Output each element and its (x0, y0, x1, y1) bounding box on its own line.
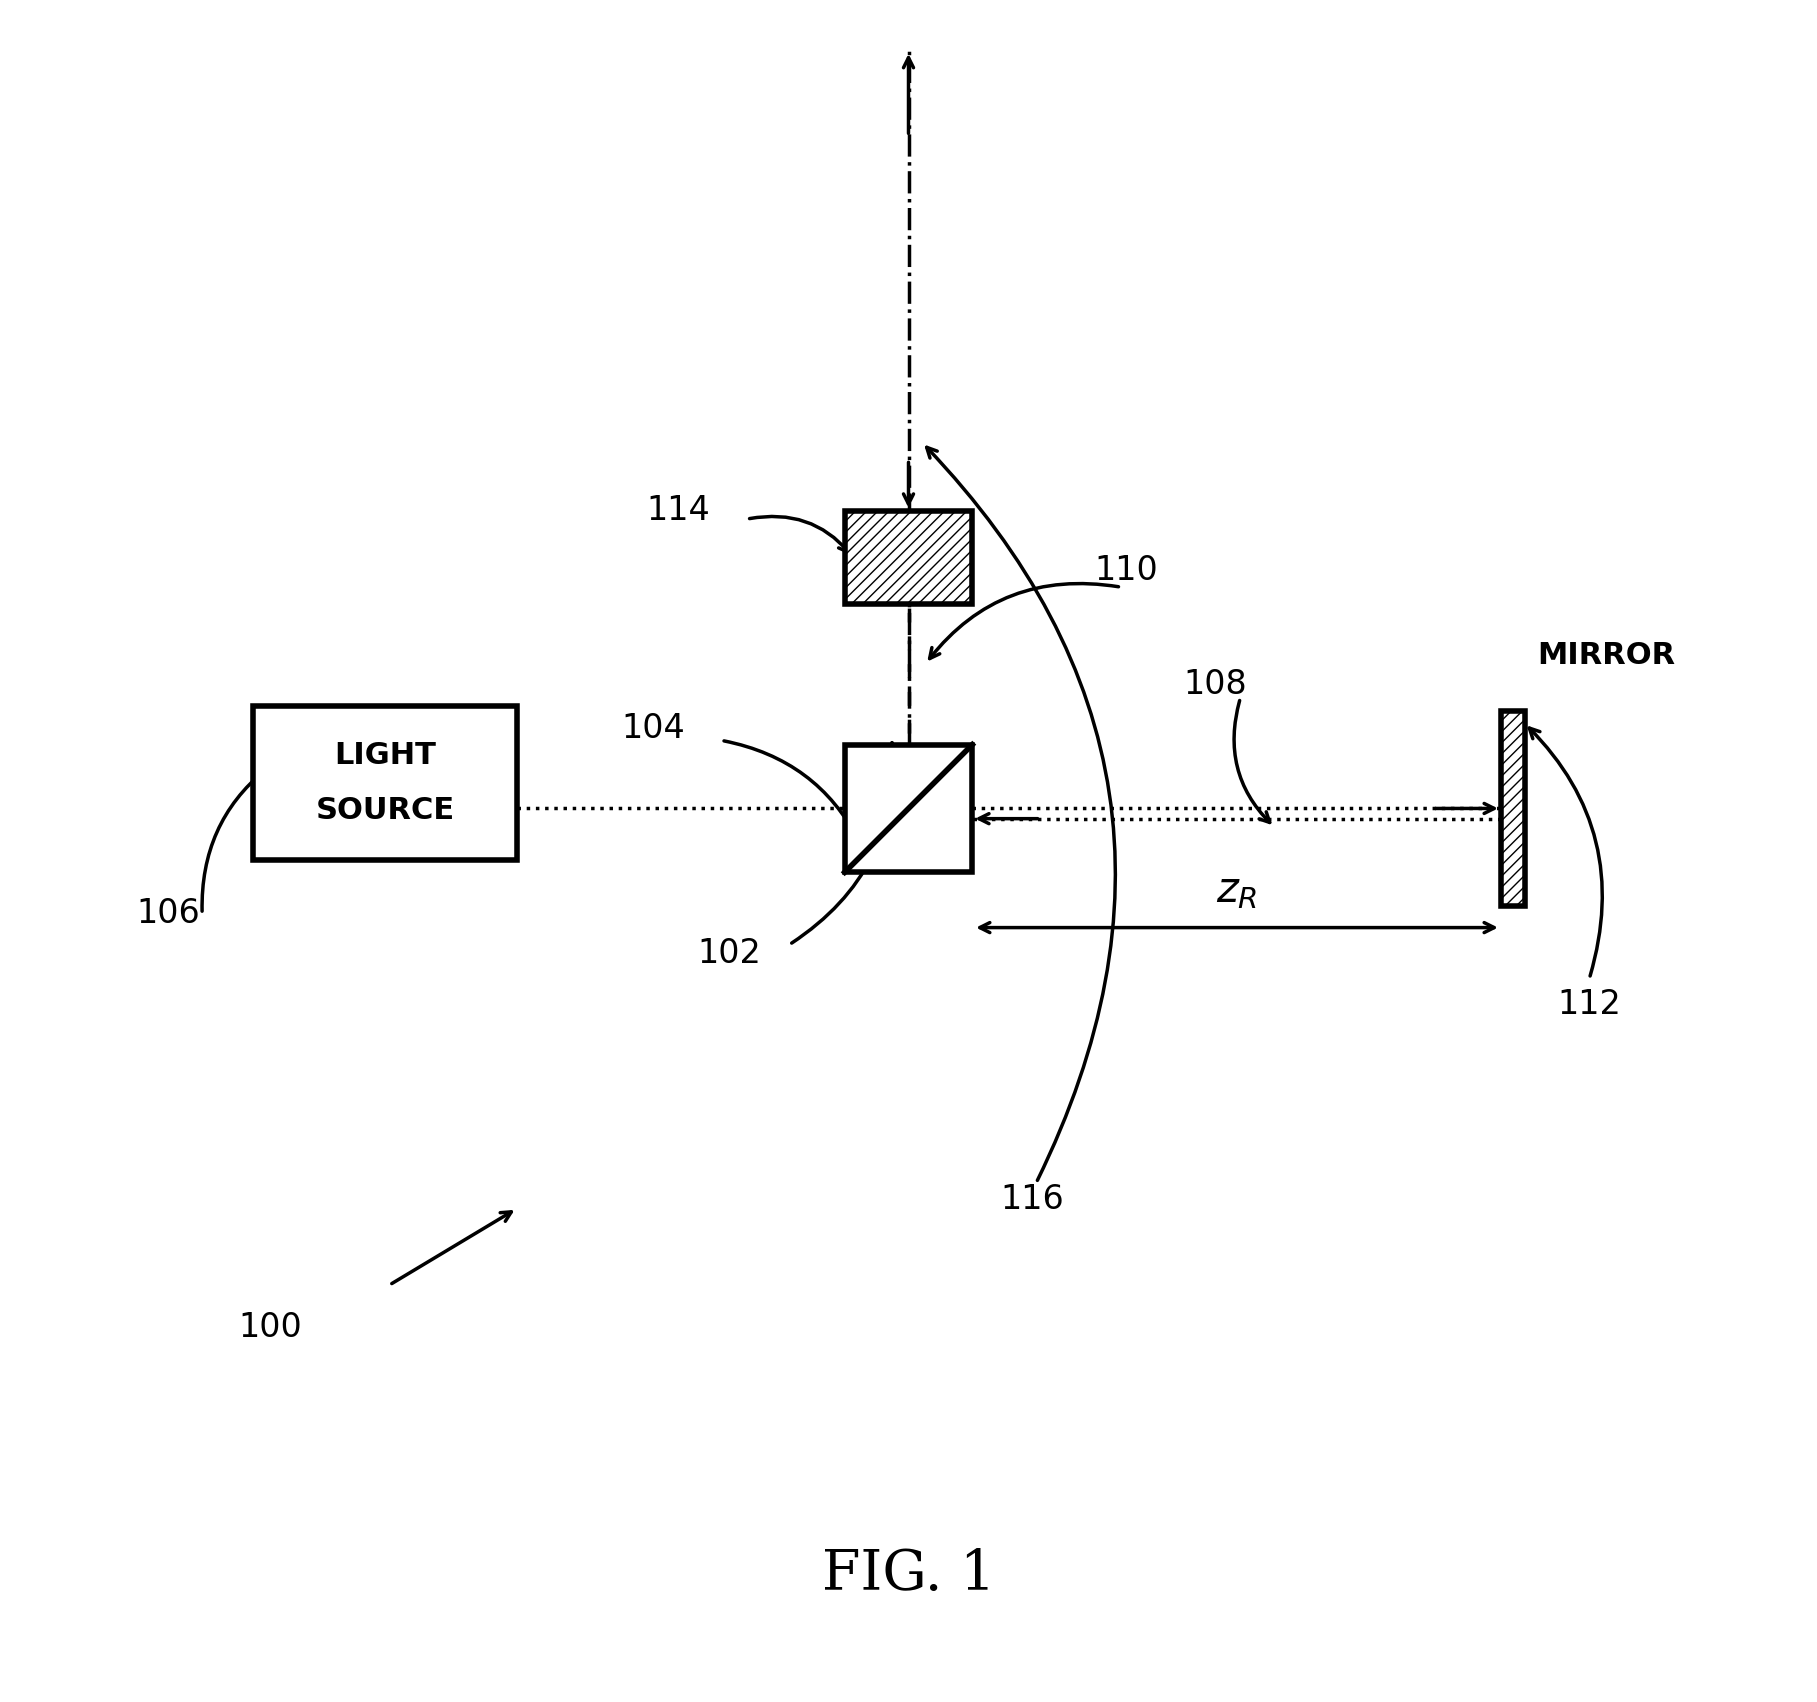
Text: 112: 112 (1557, 987, 1621, 1021)
Text: SOURCE: SOURCE (316, 795, 454, 825)
Bar (253, 706, 518, 860)
Bar (845, 745, 972, 871)
Text: FIG. 1: FIG. 1 (821, 1547, 996, 1602)
Text: 102: 102 (698, 936, 761, 970)
Text: 108: 108 (1183, 667, 1246, 701)
Bar (845, 511, 972, 604)
Text: 114: 114 (647, 494, 710, 528)
Text: 104: 104 (621, 711, 685, 745)
Text: 100: 100 (238, 1311, 302, 1345)
Bar (1501, 711, 1524, 905)
Text: 106: 106 (136, 897, 200, 931)
Text: $z_R$: $z_R$ (1216, 870, 1257, 911)
Text: 116: 116 (1001, 1183, 1065, 1217)
Text: LIGHT: LIGHT (334, 740, 436, 771)
Text: MIRROR: MIRROR (1537, 640, 1675, 671)
Text: 110: 110 (1094, 553, 1157, 587)
